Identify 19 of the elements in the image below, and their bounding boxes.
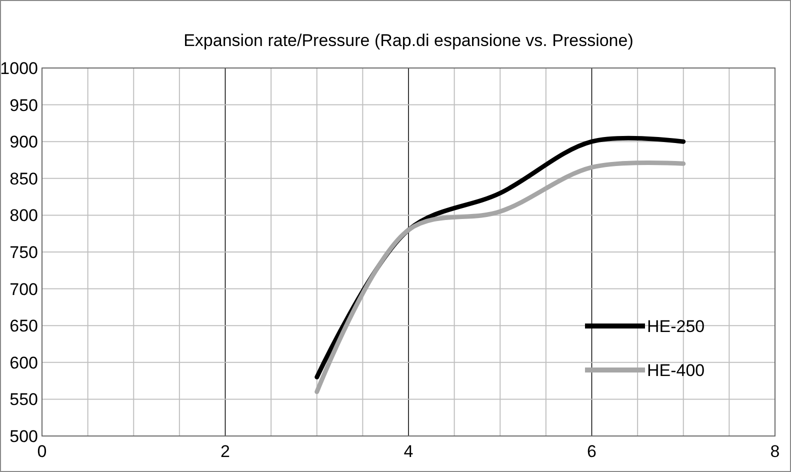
- y-tick-label: 700: [10, 280, 38, 299]
- legend-label: HE-400: [647, 361, 705, 380]
- x-tick-label: 4: [404, 442, 414, 461]
- y-tick-label: 1000: [0, 59, 38, 78]
- x-tick-label: 8: [770, 442, 780, 461]
- y-tick-label: 950: [10, 96, 38, 115]
- y-tick-label: 850: [10, 169, 38, 188]
- y-tick-label: 650: [10, 316, 38, 336]
- y-tick-label: 500: [10, 427, 38, 446]
- x-tick-label: 0: [37, 442, 47, 461]
- y-tick-label: 750: [10, 243, 38, 262]
- y-tick-label: 600: [10, 353, 38, 372]
- x-tick-label: 6: [587, 442, 596, 461]
- y-tick-label: 900: [10, 132, 38, 152]
- y-tick-label: 800: [10, 206, 38, 226]
- x-tick-label: 2: [220, 442, 230, 461]
- chart-title: Expansion rate/Pressure (Rap.di espansione vs. Pressione): [184, 31, 634, 50]
- y-tick-label: 550: [10, 390, 38, 410]
- legend-label: HE-250: [647, 317, 705, 336]
